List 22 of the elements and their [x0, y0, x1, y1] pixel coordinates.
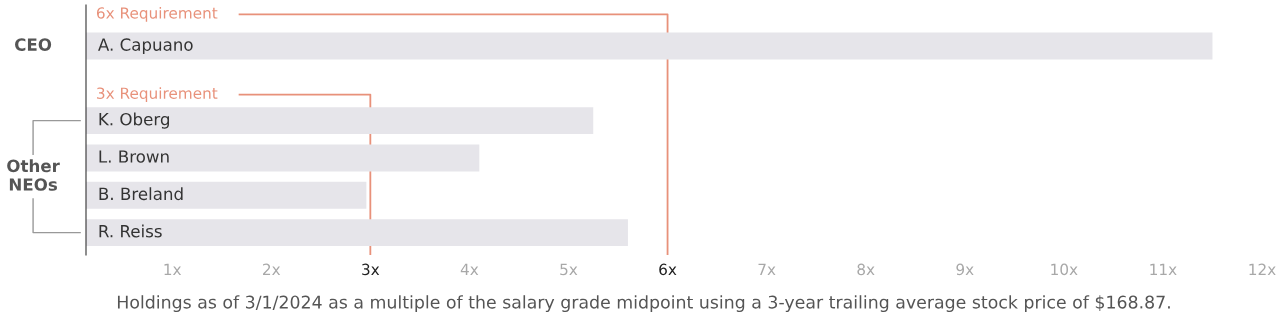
y-tick-label: K. Oberg	[99, 112, 169, 129]
x-tick-label: 10x	[1051, 263, 1078, 276]
text: Holdings as of 3/1/2024 as a multiple of the salary grade midpoint using a 3-year trailing average stock price of $168.87.	[117, 295, 1170, 312]
x-tick-label: 4x	[460, 263, 479, 275]
y-tick-label: A. Capuano	[98, 38, 193, 55]
y-tick-label: R. Reiss	[99, 224, 162, 238]
x-tick-label: 7x	[758, 263, 776, 275]
text: Other NEOs	[7, 159, 60, 191]
x-tick-label: 8x	[857, 263, 875, 276]
ref-line-label: 6x Requirement	[96, 6, 218, 22]
y-tick-label: B. Breland	[99, 187, 183, 201]
x-tick-label: 9x	[956, 263, 974, 276]
x-tick-label: 5x	[560, 263, 578, 276]
ref-line-label: 3x Requirement	[97, 87, 218, 102]
y-tick-label: L. Brown	[99, 150, 169, 163]
x-tick-label: 11x	[1150, 263, 1177, 275]
text: CEO	[15, 38, 52, 51]
x-tick-label: 3x	[362, 263, 380, 276]
x-tick-label: 12x	[1249, 263, 1276, 275]
x-tick-label: 2x	[263, 263, 281, 275]
x-tick-label: 6x	[659, 263, 677, 276]
x-tick-label: 1x	[164, 263, 182, 275]
